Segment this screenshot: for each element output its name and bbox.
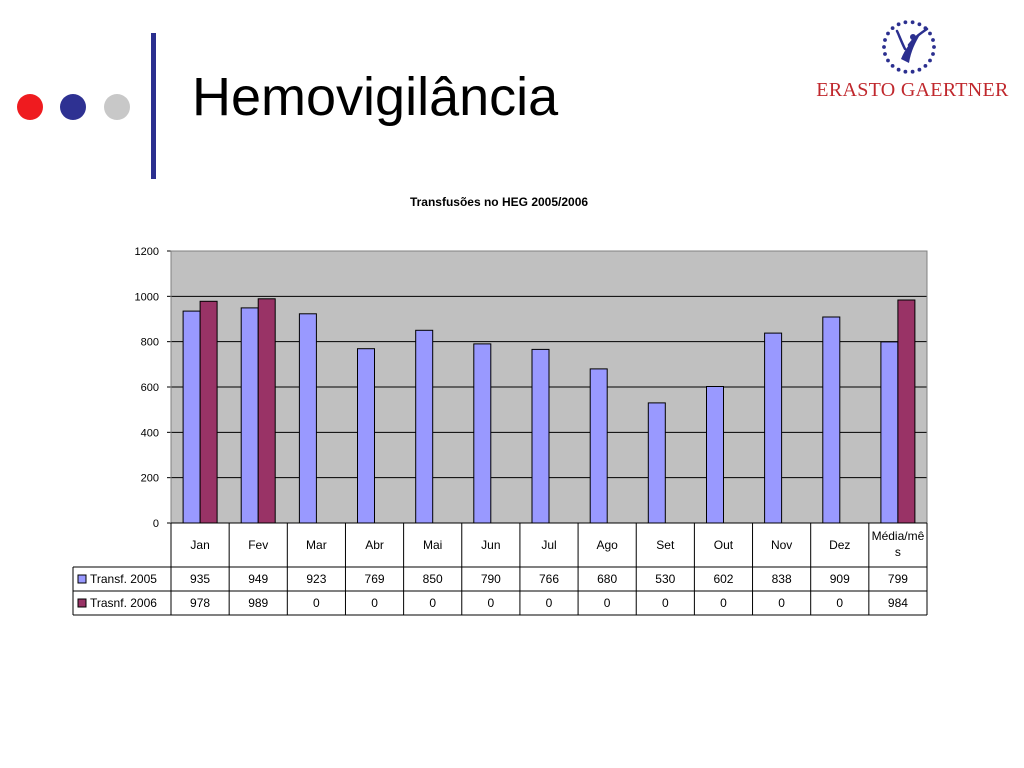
- bar-out-series1: [706, 386, 724, 524]
- bar-mar-series1: [298, 313, 317, 524]
- data-cell: 680: [597, 572, 617, 586]
- category-label: Out: [714, 538, 734, 552]
- y-tick-label: 1000: [135, 291, 159, 303]
- data-cell: 0: [604, 596, 611, 610]
- legend-swatch: [77, 598, 87, 608]
- data-cell: 984: [888, 596, 908, 610]
- category-label: Média/mê s: [872, 529, 925, 559]
- title-divider: [151, 33, 156, 179]
- data-cell: 0: [313, 596, 320, 610]
- bar-jan-series2: [199, 300, 218, 524]
- erasto-gaertner-logo: ERASTO GAERTNER: [815, 15, 1010, 107]
- blue-dot: [60, 94, 86, 120]
- data-cell: 923: [306, 572, 326, 586]
- bar-fev-series2: [257, 298, 276, 524]
- data-cell: 790: [481, 572, 501, 586]
- bar-jul-series1: [531, 348, 550, 524]
- bar-mdiams-series1: [880, 341, 899, 524]
- y-tick-label: 400: [141, 427, 159, 439]
- legend-label: Transf. 2005: [90, 572, 157, 586]
- category-label: Set: [656, 538, 675, 552]
- data-cell: 0: [488, 596, 495, 610]
- data-cell: 935: [190, 572, 210, 586]
- bar-jan-series1: [182, 310, 201, 524]
- y-tick-label: 1200: [135, 246, 159, 258]
- data-cell: 0: [371, 596, 378, 610]
- data-cell: 766: [539, 572, 559, 586]
- y-tick-label: 600: [141, 382, 159, 394]
- data-cell: 0: [836, 596, 843, 610]
- category-label: Ago: [596, 538, 618, 552]
- bar-dez-series1: [822, 316, 841, 524]
- logo-text: ERASTO GAERTNER: [816, 79, 1009, 101]
- gray-dot: [104, 94, 130, 120]
- y-tick-label: 0: [153, 518, 159, 530]
- data-cell: 0: [720, 596, 727, 610]
- category-label: Jun: [481, 538, 500, 552]
- category-label: Dez: [829, 538, 850, 552]
- chart-title: Transfusões no HEG 2005/2006: [410, 195, 588, 209]
- bars: [182, 298, 916, 524]
- data-table: Jan Fev Mar Abr Mai Jun Jul Ago Set Out Nov Dez Médi…: [72, 522, 928, 616]
- category-label: Nov: [771, 538, 792, 552]
- data-cell: 602: [713, 572, 733, 586]
- data-cell: 850: [423, 572, 443, 586]
- bar-set-series1: [647, 402, 666, 524]
- data-cell: 769: [365, 572, 385, 586]
- bar-nov-series1: [764, 332, 783, 524]
- data-cell: 838: [772, 572, 792, 586]
- data-cell: 989: [248, 596, 268, 610]
- data-cell: 949: [248, 572, 268, 586]
- logo-emblem-icon: [882, 20, 936, 74]
- bar-ago-series1: [589, 368, 608, 524]
- y-tick-label: 800: [141, 337, 159, 349]
- data-cell: 0: [429, 596, 436, 610]
- data-cell: 799: [888, 572, 908, 586]
- category-label: Abr: [365, 538, 384, 552]
- bar-jun-series1: [473, 343, 492, 524]
- red-dot: [17, 94, 43, 120]
- category-label: Mar: [306, 538, 327, 552]
- data-cell: 0: [546, 596, 553, 610]
- bar-mai-series1: [415, 329, 434, 524]
- bar-mdiams-series2: [897, 299, 916, 524]
- category-label: Mai: [423, 538, 442, 552]
- category-label: Fev: [248, 538, 268, 552]
- bar-abr-series1: [357, 348, 375, 524]
- data-cell: 909: [830, 572, 850, 586]
- data-cell: 978: [190, 596, 210, 610]
- slide-title: Hemovigilância: [192, 67, 559, 127]
- data-cell: 0: [662, 596, 669, 610]
- bar-fev-series1: [240, 307, 259, 524]
- legend-swatch: [77, 574, 87, 584]
- data-cell: 0: [778, 596, 785, 610]
- data-cell: 530: [655, 572, 675, 586]
- category-label: Jan: [190, 538, 209, 552]
- legend-label: Trasnf. 2006: [90, 596, 157, 610]
- category-label: Jul: [541, 538, 556, 552]
- y-tick-label: 200: [141, 473, 159, 485]
